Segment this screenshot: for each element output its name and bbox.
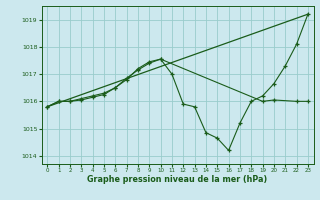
X-axis label: Graphe pression niveau de la mer (hPa): Graphe pression niveau de la mer (hPa) [87, 175, 268, 184]
